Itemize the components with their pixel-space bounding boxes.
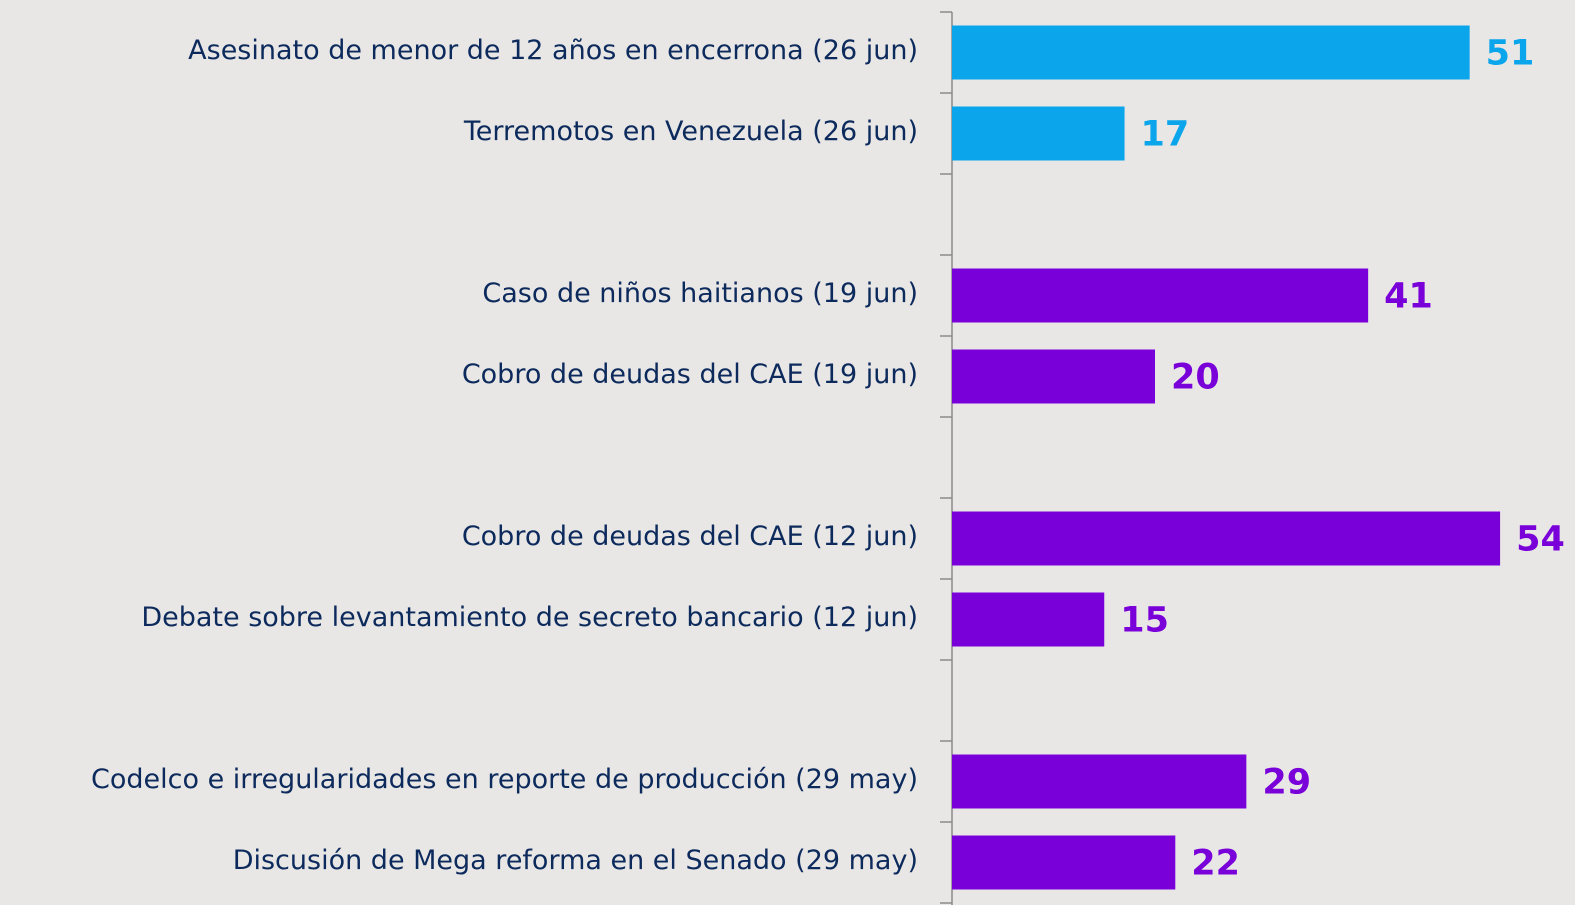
bar	[952, 268, 1369, 323]
value-label: 41	[1384, 277, 1433, 317]
value-label: 22	[1191, 844, 1240, 884]
bar	[952, 592, 1105, 647]
value-label: 29	[1262, 763, 1311, 803]
bar	[952, 835, 1176, 890]
value-label: 51	[1486, 34, 1535, 74]
value-label: 17	[1141, 115, 1190, 155]
category-label: Cobro de deudas del CAE (12 jun)	[462, 521, 918, 552]
value-label: 20	[1171, 358, 1220, 398]
bar	[952, 511, 1501, 566]
bar	[952, 754, 1247, 809]
bar	[952, 25, 1470, 80]
category-label: Codelco e irregularidades en reporte de …	[91, 764, 918, 795]
value-label: 54	[1516, 520, 1565, 560]
category-label: Terremotos en Venezuela (26 jun)	[463, 116, 918, 147]
bar	[952, 349, 1155, 404]
value-label: 15	[1120, 601, 1169, 641]
category-label: Cobro de deudas del CAE (19 jun)	[462, 359, 918, 390]
category-label: Discusión de Mega reforma en el Senado (…	[233, 845, 918, 876]
category-label: Caso de niños haitianos (19 jun)	[482, 278, 918, 309]
bar	[952, 106, 1125, 161]
category-label: Debate sobre levantamiento de secreto ba…	[141, 602, 918, 633]
category-label: Asesinato de menor de 12 años en encerro…	[188, 35, 918, 66]
